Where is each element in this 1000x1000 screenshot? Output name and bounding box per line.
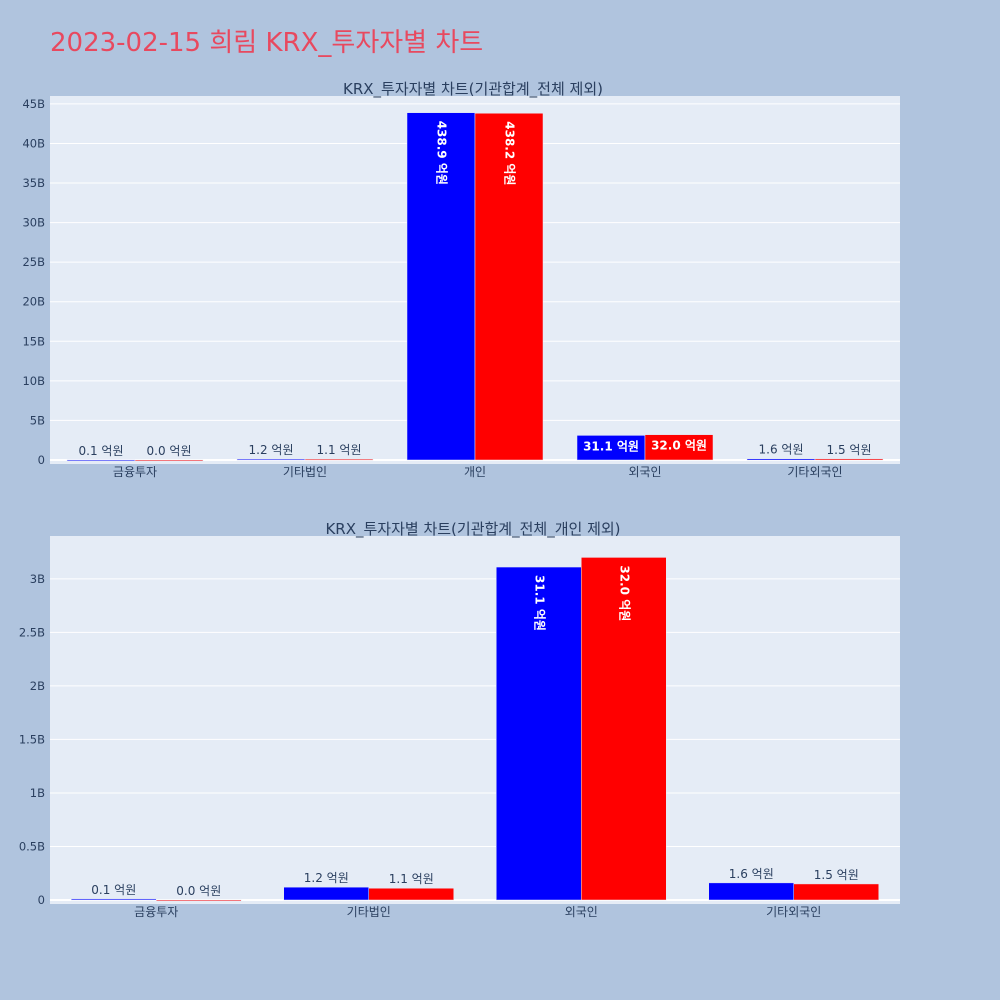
bar — [368, 887, 454, 901]
x-tick-label: 금융투자 — [134, 905, 178, 919]
bar — [708, 882, 794, 901]
y-tick-label: 0 — [38, 893, 45, 907]
bar — [304, 458, 374, 461]
x-tick-label: 기타외국인 — [766, 905, 821, 919]
data-label: 31.1 억원 — [532, 575, 546, 631]
bar — [66, 459, 136, 462]
data-label: 1.2 억원 — [249, 443, 294, 457]
data-label: 31.1 억원 — [583, 439, 639, 453]
data-label: 0.1 억원 — [91, 883, 136, 897]
chart-title: KRX_투자자별 차트(기관합계_전체_개인 제외) — [325, 520, 620, 539]
bar — [814, 458, 884, 461]
y-tick-label: 2.5B — [19, 625, 45, 639]
x-tick-label: 개인 — [464, 465, 486, 479]
data-label: 1.1 억원 — [389, 872, 434, 886]
data-label: 32.0 억원 — [651, 439, 707, 453]
bar — [71, 898, 157, 901]
x-tick-label: 기타법인 — [283, 465, 327, 479]
y-tick-label: 25B — [22, 255, 45, 269]
x-tick-label: 기타법인 — [347, 905, 391, 919]
chart-panel-1: KRX_투자자별 차트(기관합계_전체 제외) 0 5B 10B 15B 20B 25B 30… — [22, 80, 900, 479]
y-tick-label: 30B — [22, 216, 45, 230]
y-tick-label: 1.5B — [19, 732, 45, 746]
y-tick-label: 2B — [30, 679, 45, 693]
data-label: 1.5 억원 — [814, 868, 859, 882]
data-label: 0.0 억원 — [147, 444, 192, 458]
data-label: 1.6 억원 — [759, 443, 804, 457]
data-label: 438.9 억원 — [435, 121, 449, 185]
page-title: 2023-02-15 희림 KRX_투자자별 차트 — [50, 28, 484, 58]
bar — [496, 566, 582, 901]
data-label: 1.2 억원 — [304, 871, 349, 885]
bar — [793, 883, 879, 901]
y-tick-label: 0 — [38, 453, 45, 467]
bar — [474, 113, 544, 461]
data-label: 0.1 억원 — [79, 444, 124, 458]
bar — [644, 434, 714, 461]
x-tick-label: 외국인 — [628, 465, 661, 479]
plot-area — [50, 536, 900, 904]
x-tick-label: 기타외국인 — [787, 465, 842, 479]
y-tick-label: 20B — [22, 295, 45, 309]
y-tick-label: 10B — [22, 374, 45, 388]
y-tick-label: 1B — [30, 786, 45, 800]
y-tick-label: 45B — [22, 97, 45, 111]
y-tick-label: 35B — [22, 176, 45, 190]
data-label: 0.0 억원 — [176, 884, 221, 898]
data-label: 1.1 억원 — [317, 443, 362, 457]
data-label: 32.0 억원 — [617, 565, 631, 621]
bar — [581, 557, 667, 901]
bar — [406, 112, 476, 461]
bar — [576, 435, 646, 461]
data-label: 438.2 억원 — [503, 121, 517, 185]
chart-panel-2: KRX_투자자별 차트(기관합계_전체_개인 제외) 0 0.5B 1B 1.5B 2B 2… — [19, 520, 900, 919]
y-tick-label: 40B — [22, 136, 45, 150]
bar — [236, 458, 306, 461]
y-tick-label: 15B — [22, 334, 45, 348]
x-tick-label: 금융투자 — [113, 465, 157, 479]
bar — [134, 459, 204, 462]
data-label: 1.5 억원 — [827, 443, 872, 457]
bar — [283, 886, 369, 901]
chart-title: KRX_투자자별 차트(기관합계_전체 제외) — [343, 80, 603, 99]
bar — [156, 899, 242, 902]
bar — [746, 458, 816, 461]
y-tick-label: 0.5B — [19, 839, 45, 853]
y-tick-label: 5B — [30, 413, 45, 427]
x-tick-label: 외국인 — [565, 905, 598, 919]
y-tick-label: 3B — [30, 572, 45, 586]
data-label: 1.6 억원 — [729, 867, 774, 881]
